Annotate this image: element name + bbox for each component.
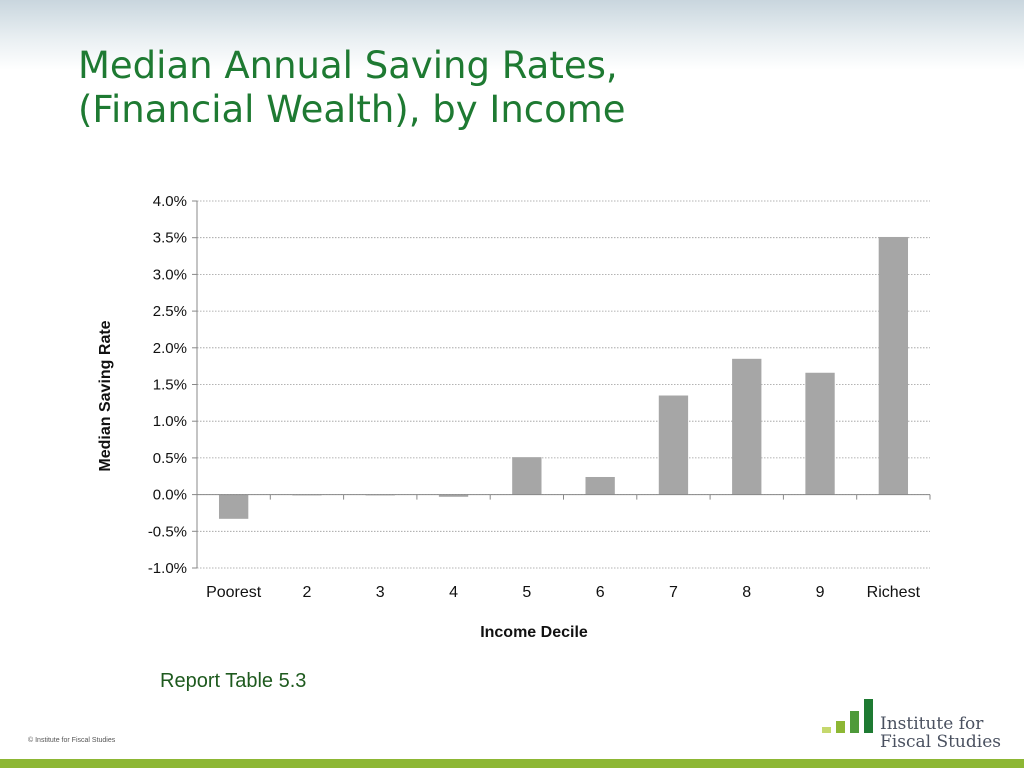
- slide-title-line-1: Median Annual Saving Rates,: [78, 44, 618, 87]
- bar: [732, 358, 762, 495]
- logo-bar: [864, 699, 873, 733]
- x-tick-label: 7: [669, 584, 678, 601]
- chart-bars: [218, 236, 909, 519]
- x-tick-label: 9: [816, 584, 825, 601]
- y-tick-label: 2.5%: [153, 303, 187, 320]
- bar: [658, 395, 689, 495]
- x-tick-label: Poorest: [206, 584, 262, 601]
- y-tick-label: 2.0%: [153, 340, 187, 357]
- ifs-logo: Institute for Fiscal Studies: [822, 697, 1002, 753]
- slide-title: Median Annual Saving Rates, (Financial W…: [78, 44, 626, 132]
- x-tick-label: 2: [302, 584, 311, 601]
- bar: [805, 372, 835, 495]
- x-tick-label: 4: [449, 584, 458, 601]
- x-tick-label: Richest: [867, 584, 921, 601]
- y-tick-label: 1.5%: [153, 377, 187, 394]
- y-tick-label: 3.5%: [153, 230, 187, 247]
- bar: [438, 494, 469, 497]
- logo-line-2: Fiscal Studies: [880, 732, 1001, 752]
- logo-bar: [850, 711, 859, 733]
- bar: [218, 494, 249, 519]
- y-tick-label: 3.0%: [153, 266, 187, 283]
- y-axis-label: Median Saving Rate: [97, 320, 114, 471]
- saving-rate-bar-chart: -1.0% -0.5% 0.0% 0.5% 1.0% 1.5% 2.0% 2.5% 3.0% 3.…: [97, 193, 931, 641]
- y-tick-label: 0.0%: [153, 487, 187, 504]
- logo-line-1: Institute for: [880, 714, 984, 734]
- y-tick-label: 1.0%: [153, 413, 187, 430]
- y-tick-label: 0.5%: [153, 450, 187, 467]
- header-gradient: [0, 0, 1024, 70]
- y-tick-label: -1.0%: [148, 560, 187, 577]
- slide-title-line-2: (Financial Wealth), by Income: [78, 88, 626, 131]
- logo-bar: [822, 727, 831, 733]
- chart-axes: [192, 200, 931, 569]
- logo-bar: [836, 721, 845, 733]
- x-tick-label: 5: [522, 584, 531, 601]
- bar: [585, 476, 615, 495]
- x-tick-label: 6: [596, 584, 605, 601]
- y-tick-label: 4.0%: [153, 193, 187, 210]
- y-tick-labels: -1.0% -0.5% 0.0% 0.5% 1.0% 1.5% 2.0% 2.5% 3.0% 3.…: [148, 193, 187, 577]
- x-tick-label: 8: [742, 584, 751, 601]
- logo-bars-icon: [822, 697, 876, 733]
- copyright-text: © Institute for Fiscal Studies: [28, 737, 116, 744]
- x-tick-labels: Poorest 2 3 4 5 6 7 8 9 Richest: [206, 584, 920, 601]
- bar: [512, 457, 542, 495]
- footer-accent-bar: [0, 759, 1024, 768]
- logo-wordmark: Institute for Fiscal Studies: [880, 715, 1001, 751]
- x-tick-label: 3: [376, 584, 385, 601]
- y-tick-label: -0.5%: [148, 523, 187, 540]
- x-axis-label: Income Decile: [480, 624, 588, 641]
- bar: [878, 236, 909, 495]
- source-note: Report Table 5.3: [160, 670, 307, 692]
